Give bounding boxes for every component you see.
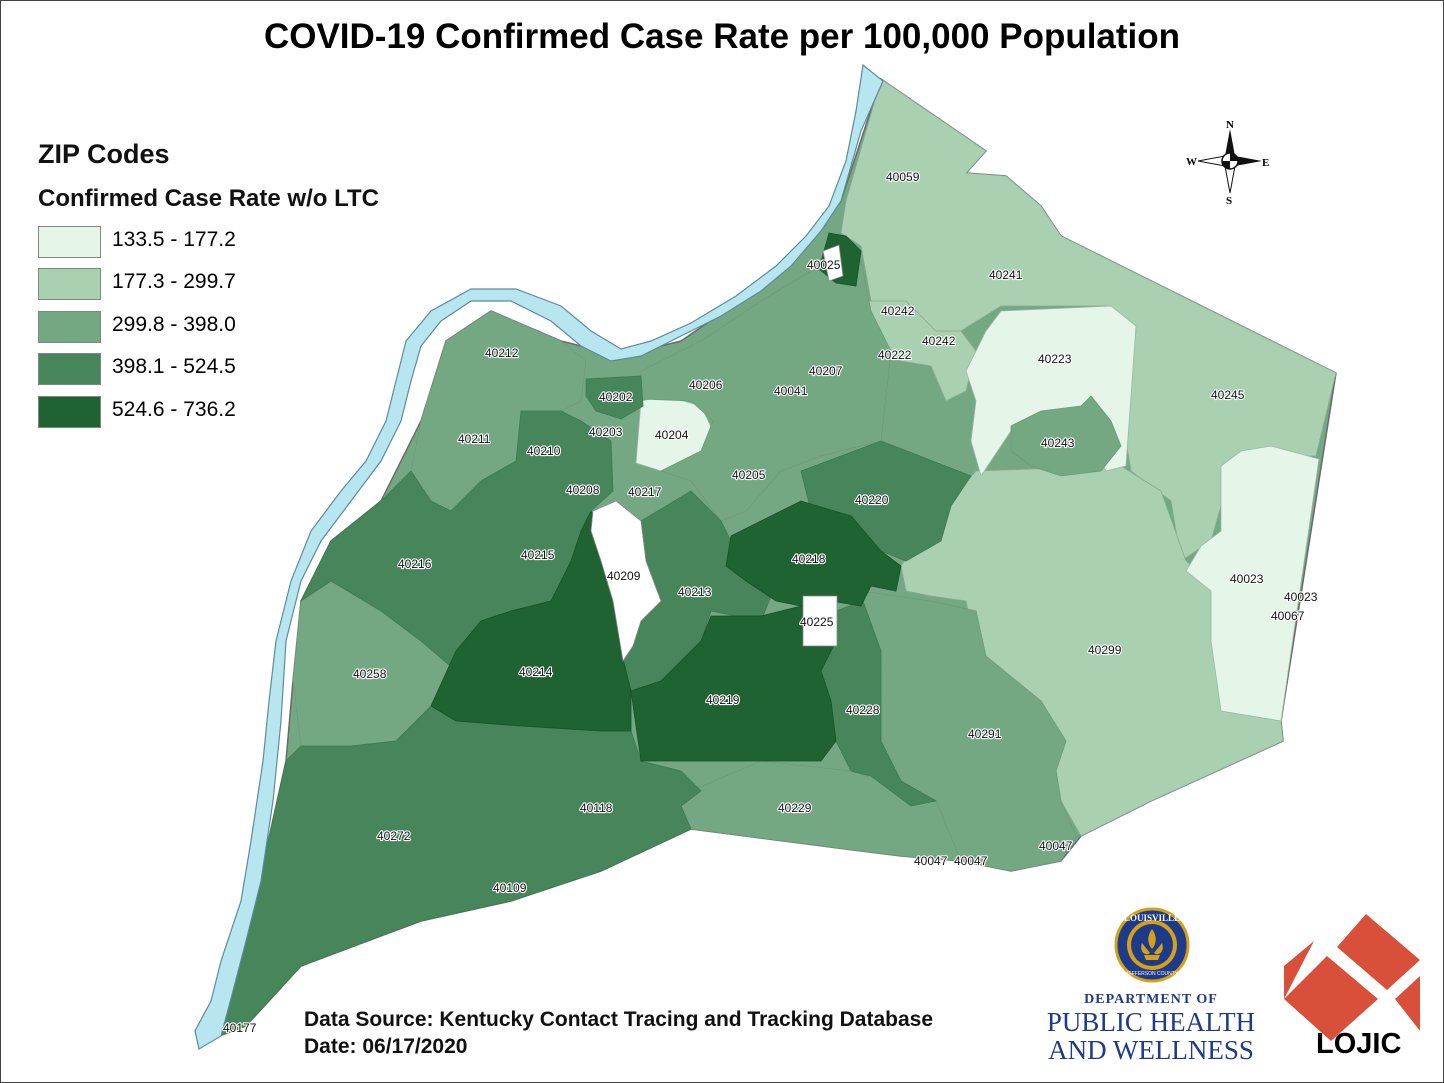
zip-label: 40177 — [223, 1021, 257, 1035]
zip-label: 40243 — [1041, 436, 1075, 450]
zip-label: 40216 — [398, 557, 432, 571]
zip-label: 40228 — [846, 703, 880, 717]
zip-label: 40223 — [1038, 352, 1072, 366]
zip-label: 40229 — [778, 801, 812, 815]
dept-line1: DEPARTMENT OF — [1084, 992, 1218, 1007]
legend-swatch — [38, 311, 101, 343]
zone-40218 — [725, 500, 902, 607]
zip-label: 40245 — [1211, 388, 1245, 402]
zone-40206-40207 — [640, 260, 892, 522]
zone-40219 — [630, 605, 837, 762]
zip-label: 40047 — [954, 854, 988, 868]
zip-label: 40217 — [628, 485, 662, 499]
compass-south: S — [1226, 195, 1232, 207]
zip-label: 40204 — [655, 428, 689, 442]
legend-swatch — [38, 353, 101, 385]
zip-label: 40222 — [878, 348, 912, 362]
legend-label: 524.6 - 736.2 — [112, 398, 236, 421]
zone-40118-40272-40109-40177 — [205, 705, 702, 1042]
legend-swatch — [38, 396, 101, 428]
zip-label: 40208 — [566, 483, 600, 497]
zone-40243 — [1010, 395, 1122, 477]
zip-label: 40299 — [1088, 643, 1122, 657]
dept-line2: PUBLIC HEALTH — [1046, 1006, 1256, 1037]
zip-label: 40109 — [493, 881, 527, 895]
zip-label: 40219 — [706, 693, 740, 707]
map-title: COVID-19 Confirmed Case Rate per 100,000… — [263, 17, 1181, 56]
zip-label: 40241 — [989, 268, 1023, 282]
zip-label: 40209 — [607, 569, 641, 583]
zip-label: 40258 — [353, 667, 387, 681]
zip-label: 40207 — [809, 364, 843, 378]
compass-rose — [1197, 129, 1262, 194]
ohio-river — [194, 63, 884, 1050]
zone-40225 — [802, 595, 838, 647]
zip-label: 40118 — [580, 801, 613, 815]
zip-label: 40202 — [599, 390, 633, 404]
zip-label: 40291 — [968, 727, 1002, 741]
zone-40216-40215-40210 — [299, 410, 614, 672]
compass-east: E — [1262, 157, 1269, 169]
lojic-logo — [1284, 914, 1420, 1041]
zip-label: 40211 — [458, 432, 491, 446]
zip-label: 40220 — [855, 493, 889, 507]
zone-40202 — [585, 375, 644, 420]
dept-line3: AND WELLNESS — [1048, 1035, 1254, 1066]
legend-label: 398.1 - 524.5 — [112, 355, 236, 378]
legend-subtitle: Confirmed Case Rate w/o LTC — [38, 185, 379, 212]
zip-label: 40047 — [1039, 839, 1073, 853]
legend-title: ZIP Codes — [38, 139, 170, 169]
zip-label: 40206 — [689, 378, 723, 392]
data-date: Date: 06/17/2020 — [304, 1035, 468, 1058]
zip-label: 40023 — [1284, 590, 1318, 604]
zip-label: 40242 — [922, 334, 956, 348]
legend-swatch — [38, 268, 101, 300]
legend-label: 177.3 - 299.7 — [112, 270, 236, 293]
zip-label: 40213 — [678, 585, 712, 599]
zip-label: 40218 — [792, 552, 826, 566]
legend-label: 133.5 - 177.2 — [112, 228, 236, 251]
compass-north: N — [1226, 119, 1234, 131]
lojic-wordmark: LOJIC — [1316, 1028, 1402, 1060]
zip-label: 40225 — [800, 615, 834, 629]
legend-swatch — [38, 226, 101, 258]
zip-label: 40067 — [1271, 609, 1305, 623]
seal-text: LOUISVILLE — [1124, 913, 1180, 923]
zip-label: 40047 — [914, 854, 948, 868]
seal-subtext: JEFFERSON COUNTY — [1126, 971, 1179, 977]
zip-labels: 40059 40025 40241 40242 40242 40222 4022… — [222, 169, 1319, 1036]
louisville-seal: LOUISVILLE JEFFERSON COUNTY — [1114, 907, 1190, 983]
zip-label: 40205 — [732, 468, 766, 482]
zip-label: 40023 — [1230, 572, 1264, 586]
zip-label: 40210 — [527, 444, 561, 458]
data-source: Data Source: Kentucky Contact Tracing an… — [304, 1008, 934, 1031]
zip-label: 40041 — [774, 384, 808, 398]
zone-40025-inset — [822, 244, 844, 282]
zip-label: 40215 — [521, 548, 555, 562]
zip-label: 40242 — [881, 304, 915, 318]
zone-40242-40222 — [862, 300, 977, 402]
zip-label: 40025 — [807, 258, 841, 272]
zone-40023-40067 — [1185, 445, 1320, 722]
zip-label: 40214 — [519, 665, 553, 679]
dept-logo: DEPARTMENT OF PUBLIC HEALTH AND WELLNESS — [1031, 992, 1271, 1066]
zip-label: 40212 — [485, 346, 519, 360]
zone-40209 — [590, 500, 662, 663]
zip-label: 40059 — [886, 170, 920, 184]
zip-label: 40272 — [377, 829, 411, 843]
legend-label: 299.8 - 398.0 — [112, 313, 236, 336]
compass-west: W — [1186, 156, 1197, 168]
zip-label: 40203 — [589, 425, 623, 439]
